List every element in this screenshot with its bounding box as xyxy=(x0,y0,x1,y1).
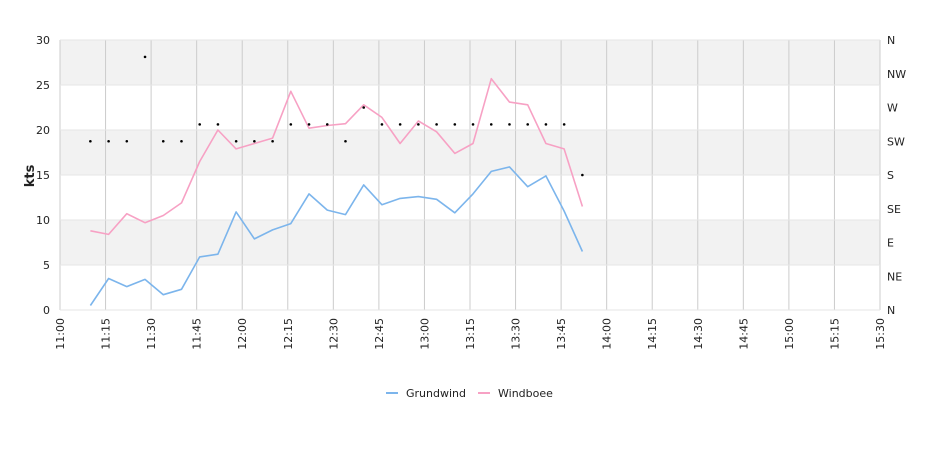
right-tick-label: SE xyxy=(887,203,901,216)
direction-point xyxy=(526,123,530,126)
right-tick-label: S xyxy=(887,169,894,182)
y-tick-label: 15 xyxy=(36,169,50,182)
legend-label-grundwind: Grundwind xyxy=(406,387,466,400)
x-tick-label: 13:00 xyxy=(418,318,431,350)
x-tick-label: 12:15 xyxy=(282,318,295,350)
x-tick-label: 13:15 xyxy=(464,318,477,350)
x-tick-label: 12:45 xyxy=(373,318,386,350)
x-tick-label: 11:15 xyxy=(100,318,113,350)
horizontal-gridlines xyxy=(60,39,880,311)
x-tick-label: 14:30 xyxy=(692,318,705,350)
y-tick-label: 25 xyxy=(36,79,50,92)
right-tick-label: W xyxy=(887,102,898,115)
y-tick-label: 20 xyxy=(36,124,50,137)
direction-point xyxy=(398,123,402,126)
direction-point xyxy=(344,139,347,143)
direction-point xyxy=(380,123,384,126)
direction-point xyxy=(435,123,438,126)
right-tick-label: N xyxy=(887,304,895,317)
y-axis-title: kts xyxy=(23,164,38,187)
legend-label-windboee: Windboee xyxy=(498,387,553,400)
direction-point xyxy=(289,123,293,126)
direction-point xyxy=(453,123,457,126)
direction-point xyxy=(89,139,92,143)
direction-point xyxy=(143,55,147,59)
y-axis-ticks: 0 5 10 15 20 25 30 xyxy=(36,34,50,317)
right-tick-label: SW xyxy=(887,135,905,148)
x-tick-label: 15:00 xyxy=(783,318,796,350)
direction-point xyxy=(325,123,329,126)
x-tick-label: 11:00 xyxy=(54,318,67,350)
x-tick-label: 12:00 xyxy=(236,318,249,350)
direction-point xyxy=(107,139,110,143)
y-tick-label: 5 xyxy=(43,259,50,272)
direction-point xyxy=(362,106,366,109)
right-axis-ticks: N NE E SE S SW W NW N xyxy=(887,34,906,317)
x-tick-label: 15:30 xyxy=(874,318,887,350)
x-tick-label: 11:45 xyxy=(191,318,204,350)
x-tick-label: 12:30 xyxy=(327,318,340,350)
x-tick-label: 11:30 xyxy=(145,318,158,350)
y-tick-label: 10 xyxy=(36,214,50,227)
x-axis-ticks: 11:00 11:15 11:30 11:45 12:00 12:15 12:30 12:45… xyxy=(54,318,887,350)
x-tick-label: 13:30 xyxy=(510,318,523,350)
series-line-grundwind xyxy=(89,166,584,306)
x-tick-label: 14:00 xyxy=(601,318,614,350)
x-tick-label: 15:15 xyxy=(828,318,841,350)
direction-point xyxy=(198,123,202,126)
direction-points xyxy=(89,55,584,177)
direction-point xyxy=(307,123,311,126)
y-tick-label: 30 xyxy=(36,34,50,47)
direction-point xyxy=(471,123,475,126)
x-tick-label: 13:45 xyxy=(555,318,568,350)
right-tick-label: NE xyxy=(887,270,902,283)
x-tick-label: 14:15 xyxy=(646,318,659,350)
direction-point xyxy=(417,123,420,126)
direction-point xyxy=(161,139,165,143)
direction-point xyxy=(508,123,511,126)
x-tick-label: 14:45 xyxy=(737,318,750,350)
direction-point xyxy=(234,139,238,143)
right-tick-label: NW xyxy=(887,68,906,81)
direction-point xyxy=(581,173,584,177)
right-tick-label: N xyxy=(887,34,895,47)
legend: Grundwind Windboee xyxy=(386,387,553,400)
series-lines xyxy=(89,77,584,306)
direction-point xyxy=(562,123,566,126)
right-tick-label: E xyxy=(887,237,894,250)
series-line-windboee xyxy=(90,77,584,236)
direction-point xyxy=(253,139,256,143)
direction-point xyxy=(271,139,274,143)
direction-point xyxy=(489,123,493,126)
direction-point xyxy=(125,139,129,143)
direction-point xyxy=(216,123,220,126)
direction-point xyxy=(180,139,183,143)
y-tick-label: 0 xyxy=(43,304,50,317)
direction-point xyxy=(544,123,548,126)
